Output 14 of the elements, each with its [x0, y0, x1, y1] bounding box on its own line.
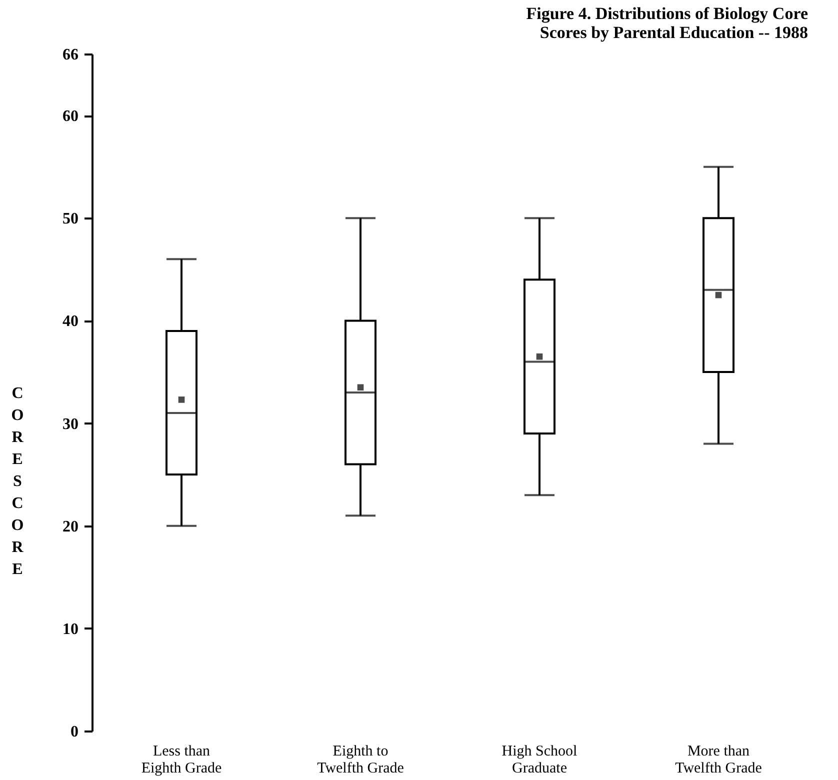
- x-tick-label: Less than Eighth Grade: [141, 744, 222, 776]
- y-tick-label: 0: [70, 724, 78, 740]
- y-tick-label: 40: [62, 313, 78, 330]
- y-tick-label: 66: [62, 46, 78, 64]
- chart-title: Figure 4. Distributions of Biology Core Scores by Parental Education -- 1988: [526, 4, 808, 42]
- x-tick-label: More than Twelfth Grade: [675, 744, 762, 776]
- y-tick-label: 20: [62, 518, 78, 536]
- text: CORE SCORE: [11, 385, 24, 578]
- x-tick-label: Eighth to Twelfth Grade: [317, 744, 404, 776]
- y-tick-label: 10: [62, 620, 78, 638]
- y-tick-label: 50: [62, 210, 78, 228]
- x-tick-label: High School Graduate: [502, 744, 578, 776]
- y-tick-label: 60: [62, 108, 78, 126]
- y-tick-label: 30: [62, 416, 78, 433]
